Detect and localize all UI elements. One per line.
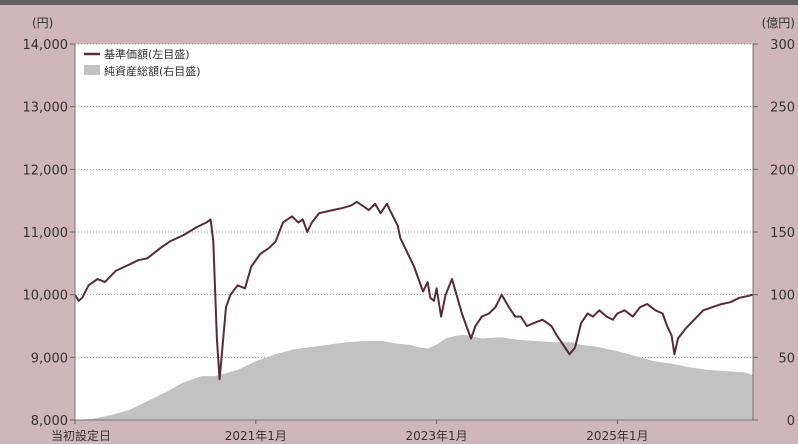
x-axis-tick-label: 当初設定日 [51, 428, 111, 443]
net-assets-area [75, 334, 753, 420]
left-axis-tick-label: 9,000 [31, 351, 68, 366]
legend-label-nav: 基準価額(左目盛) [104, 47, 190, 61]
right-axis-tick-label: 150 [770, 226, 795, 241]
left-axis-tick-label: 11,000 [23, 226, 69, 241]
x-axis-tick-label: 2021年1月 [225, 429, 287, 443]
left-axis-tick-label: 12,000 [23, 163, 69, 178]
left-axis-ticks: 8,000 9,000 10,000 11,000 12,000 13,000 14,000 [23, 38, 75, 429]
right-axis-tick-label: 200 [770, 163, 795, 178]
right-axis-ticks: 0 50 100 150 200 250 300 [753, 38, 795, 429]
left-axis-tick-label: 8,000 [31, 414, 68, 429]
legend-swatch-net-assets [84, 65, 100, 75]
left-axis-unit: (円) [32, 16, 53, 30]
right-axis-unit: (億円) [762, 16, 795, 30]
legend: 基準価額(左目盛) 純資産総額(右目盛) [84, 47, 201, 78]
nav-line [74, 200, 754, 381]
top-bar [0, 0, 798, 5]
nav-line-layer [74, 200, 754, 381]
left-axis-tick-label: 10,000 [23, 289, 69, 304]
legend-label-net-assets: 純資産総額(右目盛) [104, 64, 201, 78]
x-axis-ticks: 当初設定日 2021年1月 2023年1月 2025年1月 [51, 420, 648, 443]
left-axis-tick-label: 14,000 [23, 38, 69, 53]
right-axis-tick-label: 50 [778, 351, 795, 366]
x-axis-tick-label: 2025年1月 [586, 429, 648, 443]
net-assets-area-layer [75, 334, 753, 420]
right-axis-tick-label: 100 [770, 289, 795, 304]
left-axis-tick-label: 13,000 [23, 101, 69, 116]
right-axis-tick-label: 250 [770, 101, 795, 116]
x-axis-tick-label: 2023年1月 [406, 429, 468, 443]
right-axis-tick-label: 300 [770, 38, 795, 53]
right-axis-tick-label: 0 [787, 414, 795, 429]
